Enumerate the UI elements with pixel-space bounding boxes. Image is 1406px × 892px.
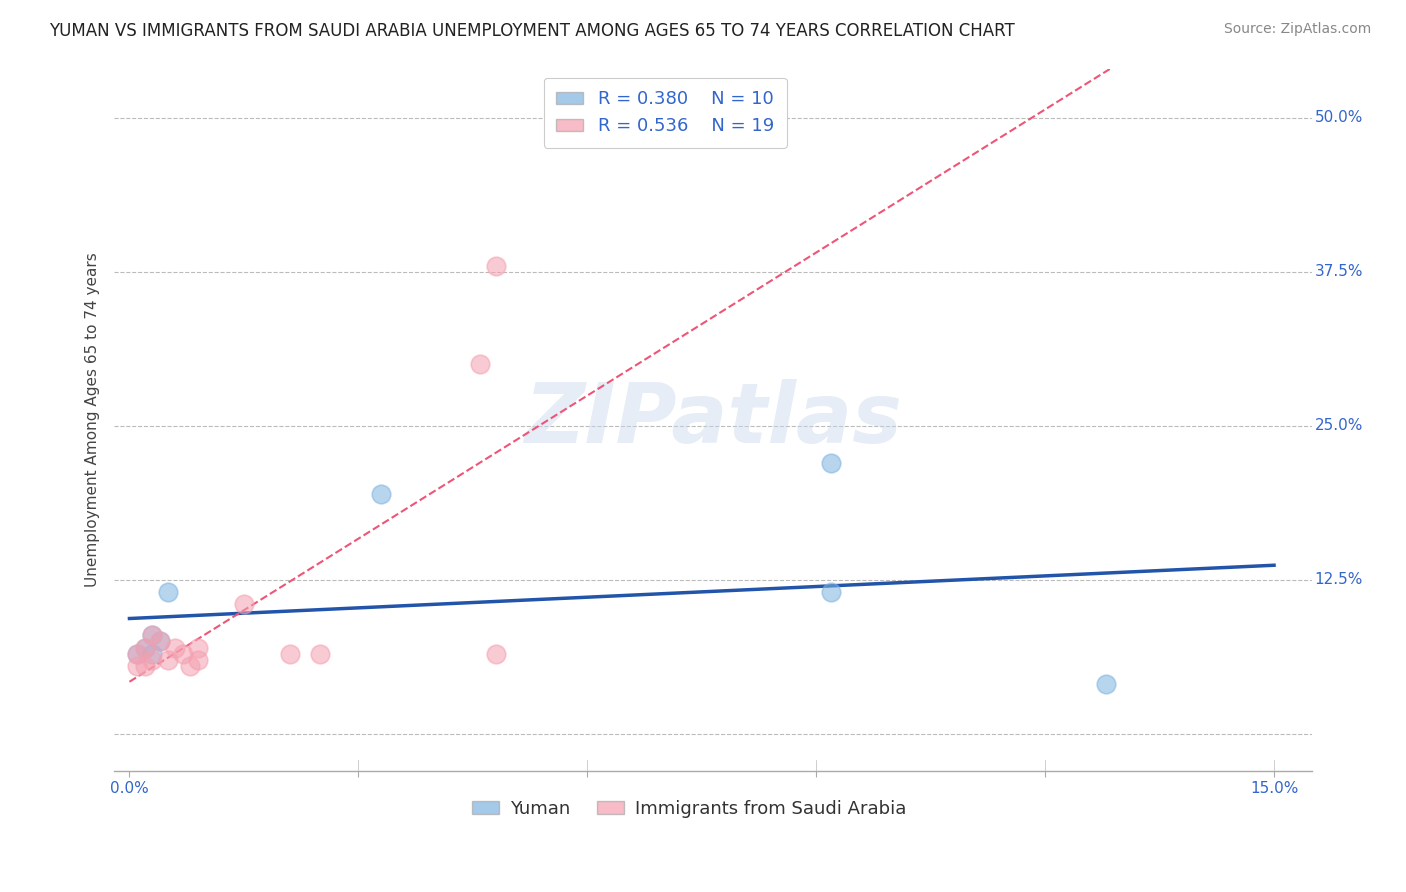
Point (156, 653, 179, 667)
Point (172, 647, 194, 661)
Text: YUMAN VS IMMIGRANTS FROM SAUDI ARABIA UNEMPLOYMENT AMONG AGES 65 TO 74 YEARS COR: YUMAN VS IMMIGRANTS FROM SAUDI ARABIA UN… (49, 22, 1015, 40)
Point (187, 640, 209, 655)
Text: Source: ZipAtlas.com: Source: ZipAtlas.com (1223, 22, 1371, 37)
Point (141, 653, 163, 667)
Y-axis label: Unemployment Among Ages 65 to 74 years: Unemployment Among Ages 65 to 74 years (86, 252, 100, 587)
Point (165, 640, 187, 655)
Point (141, 647, 163, 661)
Text: 25.0%: 25.0% (1315, 418, 1362, 434)
Point (134, 640, 156, 655)
Point (1095, 677, 1118, 691)
Point (485, 647, 508, 661)
Point (125, 659, 148, 673)
Point (470, 357, 492, 371)
Point (232, 598, 254, 612)
Point (485, 259, 508, 273)
Point (134, 640, 156, 655)
Point (820, 585, 842, 599)
Point (156, 585, 179, 599)
Point (125, 647, 148, 661)
Point (309, 647, 332, 661)
Point (141, 628, 163, 642)
Legend: Yuman, Immigrants from Saudi Arabia: Yuman, Immigrants from Saudi Arabia (465, 792, 914, 825)
Point (141, 628, 163, 642)
Point (125, 647, 148, 661)
Point (149, 634, 172, 648)
Text: ZIPatlas: ZIPatlas (524, 379, 903, 460)
Text: 12.5%: 12.5% (1315, 573, 1362, 587)
Point (278, 647, 301, 661)
Point (179, 659, 201, 673)
Text: 50.0%: 50.0% (1315, 111, 1362, 125)
Point (820, 456, 842, 470)
Point (149, 634, 172, 648)
Point (187, 653, 209, 667)
Point (134, 659, 156, 673)
Point (370, 486, 392, 500)
Text: 37.5%: 37.5% (1315, 264, 1362, 279)
